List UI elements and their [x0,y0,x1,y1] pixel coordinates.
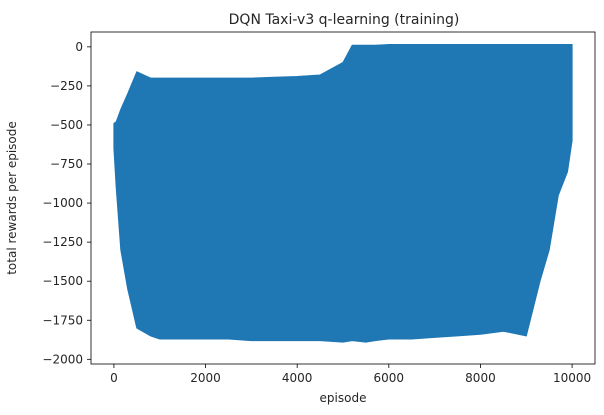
y-axis: 0 −250 −500 −750 −1000 −1250 −1500 −1750 −2000 [42,40,91,366]
y-tick-label: −500 [50,118,83,132]
plot-marks [113,44,573,343]
y-tick-label: −1750 [42,313,83,327]
x-axis-label: episode [320,391,367,405]
reward-series-band [113,44,573,343]
y-tick-label: −750 [50,157,83,171]
chart-title: DQN Taxi-v3 q-learning (training) [229,12,460,28]
plot-frame [90,31,596,365]
y-tick-label: 0 [75,40,83,54]
x-axis: 0 2000 4000 6000 8000 10000 [110,364,591,385]
y-tick-label: −1500 [42,274,83,288]
x-tick-label: 8000 [465,371,496,385]
x-tick-label: 4000 [282,371,313,385]
y-tick-label: −1250 [42,235,83,249]
y-axis-label: total rewards per episode [5,121,19,275]
y-tick-label: −250 [50,79,83,93]
y-tick-label: −1000 [42,196,83,210]
y-tick-label: −2000 [42,352,83,366]
x-tick-label: 10000 [553,371,591,385]
x-tick-label: 0 [110,371,118,385]
x-tick-label: 2000 [190,371,221,385]
x-tick-label: 6000 [374,371,405,385]
